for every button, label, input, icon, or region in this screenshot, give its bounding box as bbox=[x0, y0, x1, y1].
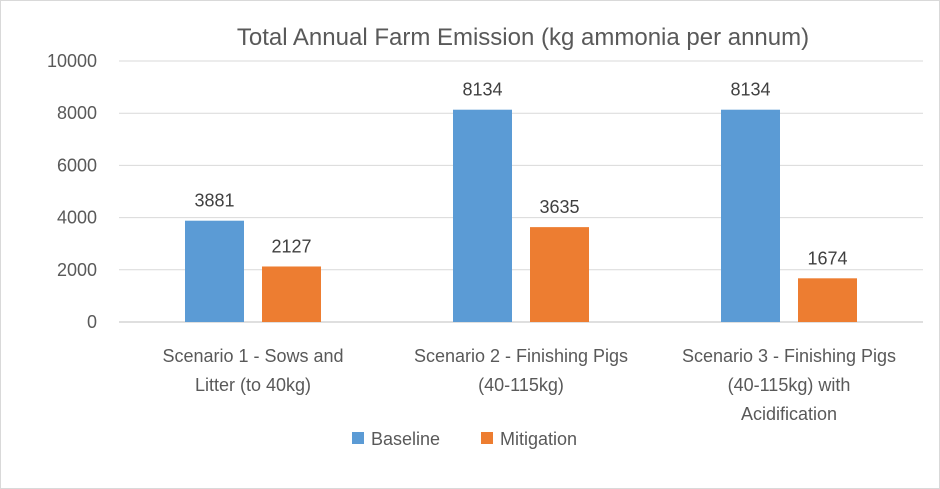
chart-title: Total Annual Farm Emission (kg ammonia p… bbox=[237, 24, 809, 51]
y-tick-label: 6000 bbox=[57, 155, 97, 175]
legend-swatch-baseline bbox=[352, 432, 364, 444]
data-label: 3881 bbox=[194, 191, 234, 211]
legend-label-mitigation: Mitigation bbox=[500, 429, 577, 449]
y-tick-label: 0 bbox=[87, 312, 97, 332]
y-tick-label: 8000 bbox=[57, 103, 97, 123]
legend-swatch-mitigation bbox=[481, 432, 493, 444]
data-label: 8134 bbox=[730, 80, 770, 100]
y-tick-label: 10000 bbox=[47, 51, 97, 71]
y-tick-label: 4000 bbox=[57, 208, 97, 228]
gridlines bbox=[119, 60, 923, 323]
bar-mitigation-1 bbox=[262, 266, 321, 322]
data-label: 1674 bbox=[807, 248, 847, 268]
y-axis: 0 2000 4000 6000 8000 10000 bbox=[47, 51, 97, 332]
x-category-label: Scenario 2 - Finishing Pigs (40-115kg) bbox=[414, 346, 628, 395]
bar-baseline-3 bbox=[721, 109, 780, 322]
bars: 3881 2127 8134 3635 8134 1674 bbox=[185, 80, 857, 322]
y-tick-label: 2000 bbox=[57, 260, 97, 280]
x-category-label: Scenario 3 - Finishing Pigs (40-115kg) wi… bbox=[682, 346, 896, 424]
bar-baseline-2 bbox=[453, 109, 512, 322]
bar-mitigation-3 bbox=[798, 278, 857, 322]
data-label: 8134 bbox=[462, 80, 502, 100]
legend: Baseline Mitigation bbox=[352, 429, 577, 449]
x-category-label: Scenario 1 - Sows and Litter (to 40kg) bbox=[162, 346, 343, 395]
x-axis: Scenario 1 - Sows and Litter (to 40kg) Sce… bbox=[162, 346, 896, 424]
data-label: 3635 bbox=[539, 197, 579, 217]
data-label: 2127 bbox=[271, 236, 311, 256]
bar-baseline-1 bbox=[185, 220, 244, 322]
bar-mitigation-2 bbox=[530, 227, 589, 322]
legend-label-baseline: Baseline bbox=[371, 429, 440, 449]
